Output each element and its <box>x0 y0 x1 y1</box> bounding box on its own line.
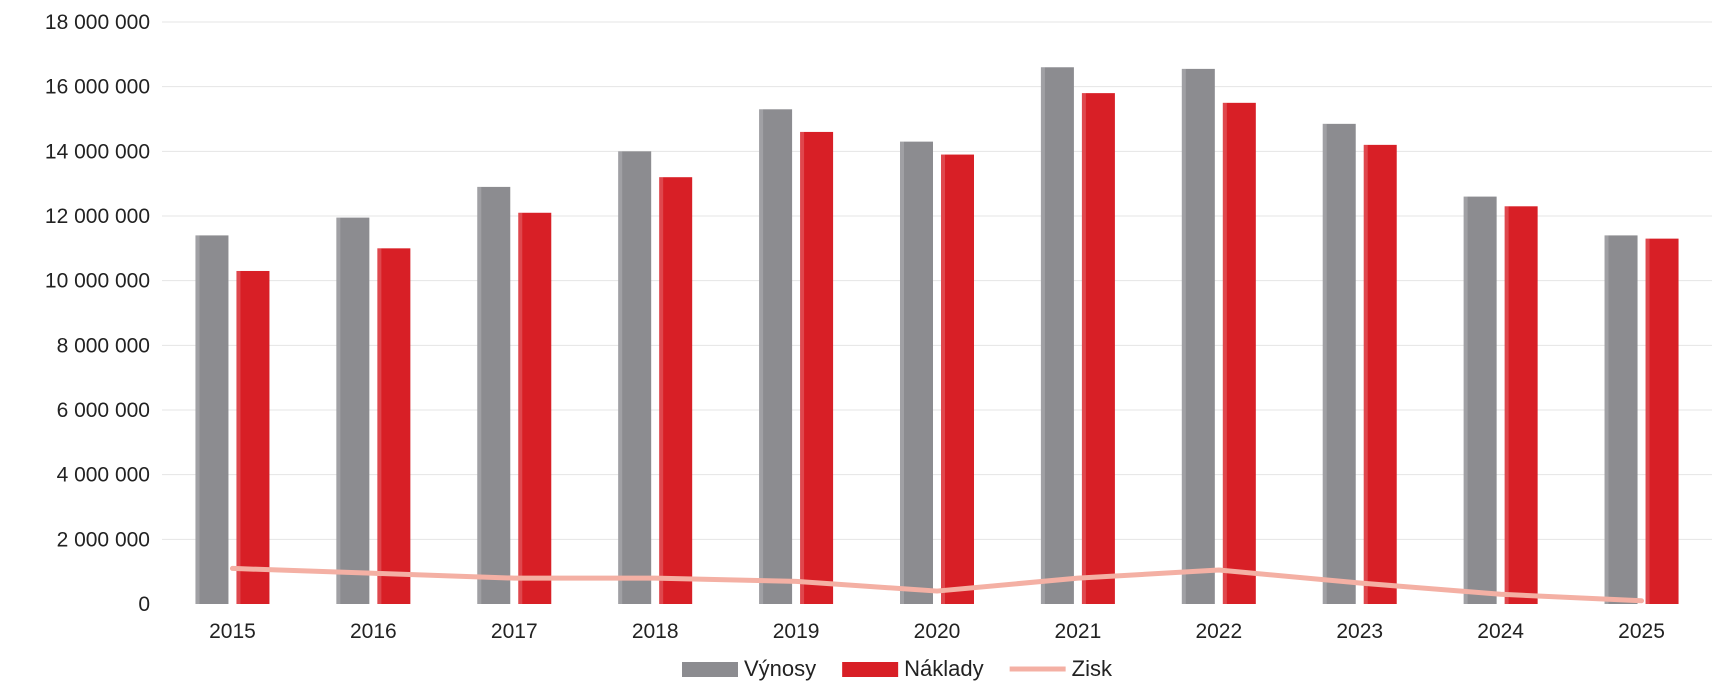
bar-výnosy <box>1322 123 1356 604</box>
bar-výnosy <box>1040 67 1074 605</box>
line-point <box>1076 576 1080 580</box>
legend-label-náklady: Náklady <box>904 656 983 681</box>
y-tick-label: 16 000 000 <box>45 76 150 99</box>
grid-lines <box>162 21 1712 540</box>
bar-náklady <box>800 131 834 604</box>
bar-highlight <box>1040 67 1045 605</box>
x-tick-label: 2018 <box>632 620 679 643</box>
legend-label-výnosy: Výnosy <box>744 656 816 681</box>
bar-highlight <box>900 141 904 604</box>
bar-výnosy <box>1181 68 1215 605</box>
line-point <box>1358 581 1362 585</box>
legend-label-zisk: Zisk <box>1072 656 1113 681</box>
y-tick-label: 18 000 000 <box>45 11 150 34</box>
bar-highlight <box>1081 93 1086 604</box>
y-tick-label: 8 000 000 <box>57 334 150 357</box>
y-tick-label: 14 000 000 <box>45 140 150 163</box>
x-tick-label: 2021 <box>1055 620 1102 643</box>
bar-výnosy <box>336 217 370 604</box>
bar-náklady <box>1363 144 1397 604</box>
bar-výnosy <box>1463 196 1497 604</box>
x-tick-label: 2023 <box>1336 620 1383 643</box>
line-point <box>1217 568 1221 572</box>
bar-výnosy <box>477 186 511 604</box>
x-tick-label: 2020 <box>914 620 961 643</box>
y-tick-label: 6 000 000 <box>57 399 150 422</box>
bar-highlight <box>1604 235 1609 604</box>
x-tick-label: 2017 <box>491 620 538 643</box>
line-zisk <box>229 565 1645 604</box>
line-point <box>1499 592 1503 596</box>
bar-highlight <box>1363 144 1368 604</box>
bar-náklady <box>1504 206 1538 605</box>
bar-highlight <box>377 248 382 605</box>
bar-highlight <box>800 131 805 604</box>
bar-výnosy <box>900 141 933 604</box>
line-point <box>653 576 657 580</box>
bar-náklady <box>1081 93 1115 604</box>
bar-náklady <box>941 154 974 605</box>
x-axis-ticks: 2015 2016 2017 2018 2019 2020 2021 2022 2023 2024… <box>209 620 1665 643</box>
bar-highlight <box>1222 102 1227 604</box>
y-tick-label: 4 000 000 <box>57 464 150 487</box>
bar-highlight <box>195 235 200 604</box>
bar-náklady <box>659 177 693 604</box>
y-tick-label: 10 000 000 <box>45 270 150 293</box>
bar-náklady <box>518 212 552 604</box>
profit-line <box>229 565 1645 604</box>
x-tick-label: 2015 <box>209 620 256 643</box>
x-tick-label: 2025 <box>1618 620 1665 643</box>
bar-highlight <box>1322 123 1327 604</box>
line-point <box>230 566 234 570</box>
bar-highlight <box>336 217 341 604</box>
bar-náklady <box>377 248 411 605</box>
bar-náklady <box>1645 238 1679 604</box>
bar-highlight <box>618 151 623 605</box>
y-tick-label: 12 000 000 <box>45 205 150 228</box>
line-point <box>794 579 798 583</box>
line-point <box>512 576 516 580</box>
y-axis-ticks: 0 2 000 000 4 000 000 6 000 000 8 000 000 10 … <box>45 11 150 616</box>
bar-highlight <box>477 186 482 604</box>
bars <box>195 67 1679 605</box>
bar-náklady <box>1222 102 1256 604</box>
bar-highlight <box>1181 68 1186 605</box>
bar-highlight <box>659 177 664 604</box>
x-tick-label: 2024 <box>1477 620 1524 643</box>
legend: Výnosy Náklady Zisk <box>682 656 1113 681</box>
bar-highlight <box>759 109 764 605</box>
bar-výnosy <box>618 151 652 605</box>
bar-náklady <box>236 270 270 604</box>
legend-swatch-výnosy <box>682 662 738 677</box>
bar-výnosy <box>195 235 229 604</box>
bar-výnosy <box>1604 235 1638 604</box>
bar-highlight <box>236 270 241 604</box>
y-tick-label: 2 000 000 <box>57 528 150 551</box>
x-tick-label: 2022 <box>1195 620 1242 643</box>
line-point <box>935 589 939 593</box>
line-point <box>1640 599 1644 603</box>
bar-highlight <box>518 212 523 604</box>
x-tick-label: 2019 <box>773 620 820 643</box>
y-tick-label: 0 <box>138 593 150 616</box>
x-tick-label: 2016 <box>350 620 397 643</box>
bar-highlight <box>1463 196 1468 604</box>
bar-výnosy <box>759 109 793 605</box>
bar-highlight <box>1645 238 1650 604</box>
bar-highlight <box>941 154 945 605</box>
bar-highlight <box>1504 206 1509 605</box>
legend-swatch-náklady <box>842 662 899 677</box>
line-point <box>371 571 375 575</box>
